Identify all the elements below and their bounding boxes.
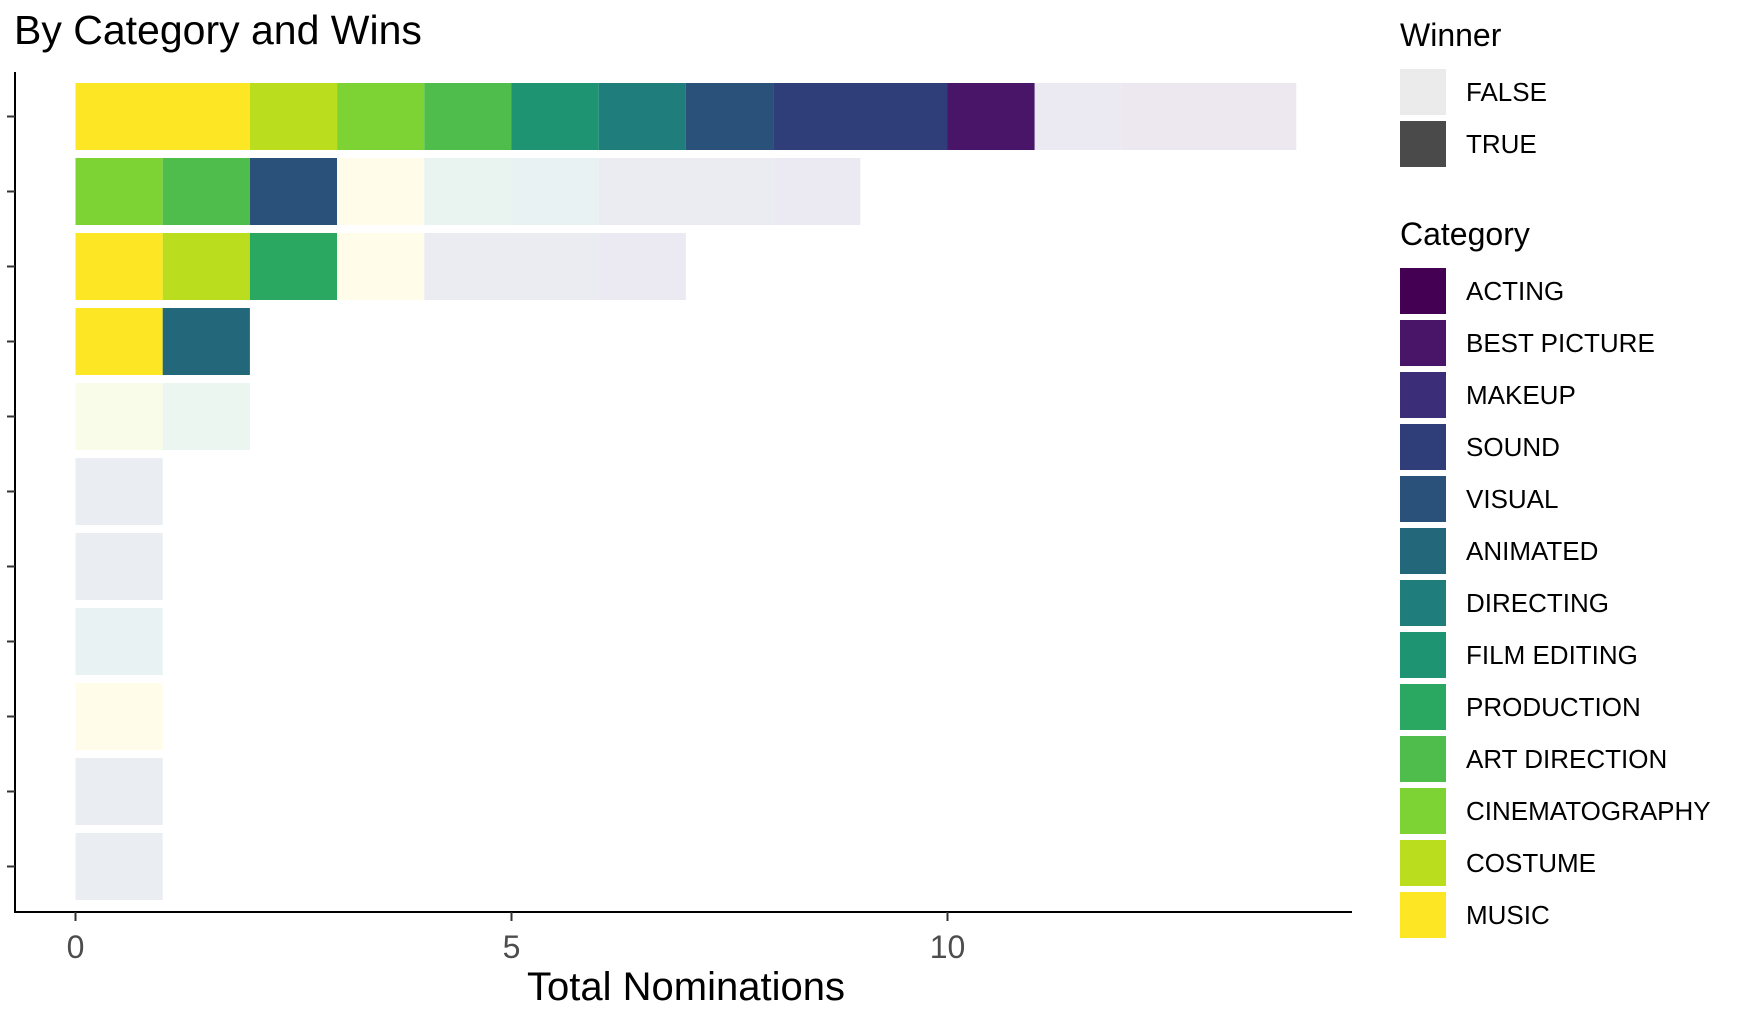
legend-key [1400,788,1446,834]
plot-bars [75,83,1297,900]
bar-segment [75,83,250,150]
bar-segment [337,83,425,150]
legend-label: SOUND [1466,432,1560,462]
legend-label: COSTUME [1466,848,1596,878]
legend-key [1400,892,1446,938]
bar-segment [773,158,861,225]
bar-segment [249,83,338,150]
legend-title: Category [1400,216,1530,252]
bar-segment [162,233,250,300]
bar-segment [598,158,774,225]
bar-segment [75,383,163,450]
bar-segment [424,233,599,300]
legend-key [1400,736,1446,782]
legend-label: BEST PICTURE [1466,328,1655,358]
bar-segment [424,83,512,150]
bar-segment [75,608,163,675]
bar-segment [511,83,599,150]
legend-label: ACTING [1466,276,1564,306]
legend-key [1400,632,1446,678]
bar-segment [249,233,338,300]
bar-segment [337,233,425,300]
legend-key [1400,580,1446,626]
bar-segment [424,158,512,225]
legend-key [1400,372,1446,418]
bar-segment [249,158,338,225]
x-tick-label: 5 [503,929,521,965]
bar-segment [162,383,250,450]
legend-key [1400,424,1446,470]
bar-segment [75,533,163,600]
legend-key [1400,476,1446,522]
bar-segment [162,158,250,225]
bar-segment [75,683,163,750]
chart-title: By Category and Wins [14,7,422,53]
bar-segment [511,158,599,225]
x-tick-label: 10 [930,929,966,965]
legend-label: TRUE [1466,129,1537,159]
bar-segment [685,83,774,150]
bar-segment [598,83,686,150]
bar-segment [337,158,425,225]
legend-key [1400,320,1446,366]
x-axis-title: Total Nominations [527,965,845,1009]
bar-segment [1034,83,1122,150]
legend-key [1400,528,1446,574]
legend-label: ART DIRECTION [1466,744,1667,774]
bar-segment [75,458,163,525]
legend-key [1400,840,1446,886]
legend-key [1400,121,1446,167]
legend-label: FALSE [1466,77,1547,107]
bar-segment [1121,83,1297,150]
bar-segment [75,758,163,825]
bar-segment [75,233,163,300]
axes: 0 5 10 [7,72,1352,965]
legend-label: ANIMATED [1466,536,1598,566]
x-tick-label: 0 [67,929,85,965]
bar-segment [75,158,163,225]
legend-label: PRODUCTION [1466,692,1641,722]
legend-key [1400,684,1446,730]
bar-segment [947,83,1035,150]
bar-segment [598,233,686,300]
bar-segment [75,833,163,900]
legend-key [1400,69,1446,115]
legends: Winner FALSE TRUE Category ACTING BEST PICTUR… [1400,17,1711,938]
legend-label: VISUAL [1466,484,1559,514]
legend-label: MAKEUP [1466,380,1576,410]
legend-label: DIRECTING [1466,588,1609,618]
bar-segment [773,83,948,150]
legend-label: MUSIC [1466,900,1550,930]
legend-key [1400,268,1446,314]
legend-title: Winner [1400,17,1502,53]
bar-segment [75,308,163,375]
bar-segment [162,308,250,375]
legend-label: CINEMATOGRAPHY [1466,796,1711,826]
legend-label: FILM EDITING [1466,640,1638,670]
